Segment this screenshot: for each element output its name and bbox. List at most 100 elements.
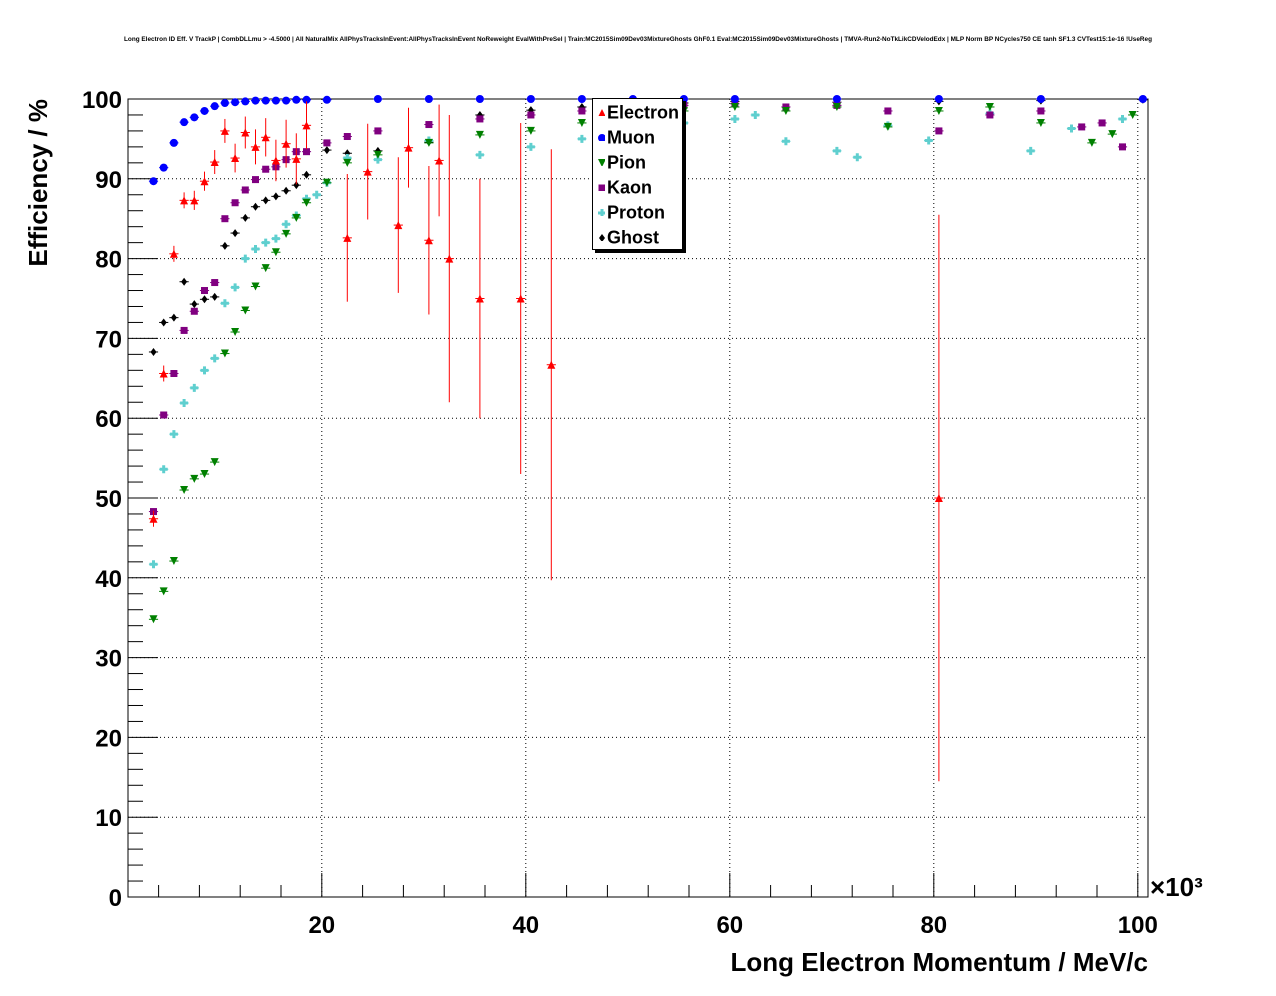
data-point [220, 299, 229, 308]
data-point [832, 102, 841, 111]
data-point [577, 95, 586, 103]
legend-marker-shape [599, 234, 605, 242]
y-tick-label: 80 [95, 247, 122, 274]
data-point [262, 165, 270, 173]
legend-item-muon: Muon [597, 124, 655, 148]
data-point [231, 283, 240, 292]
data-point [343, 154, 352, 163]
x-tick-label: 100 [1118, 912, 1158, 939]
data-point [169, 249, 178, 258]
data-point [374, 127, 382, 135]
data-point [1119, 143, 1126, 151]
x-tick-label: 40 [512, 912, 539, 939]
legend-marker [598, 184, 605, 192]
y-tick-label: 100 [82, 87, 122, 114]
data-point [292, 213, 301, 222]
data-point [261, 133, 270, 142]
data-point [149, 615, 158, 624]
data-point [271, 234, 280, 243]
data-point [149, 514, 158, 523]
data-point [1067, 124, 1076, 133]
data-point [190, 113, 199, 122]
data-point [160, 318, 167, 327]
data-point [271, 96, 280, 105]
data-point [1026, 146, 1035, 155]
axis-ticks [128, 98, 1139, 898]
data-point [180, 486, 189, 495]
data-point [181, 277, 188, 286]
y-tick-label: 50 [95, 486, 122, 513]
data-point [302, 95, 311, 104]
data-point [180, 118, 189, 127]
data-point [190, 383, 199, 392]
data-point [180, 326, 188, 334]
data-point [1098, 119, 1106, 127]
data-point [159, 465, 168, 474]
data-point [241, 128, 250, 137]
x-axis-multiplier: ×10³ [1150, 872, 1203, 902]
data-point [680, 101, 688, 109]
data-point [425, 121, 433, 129]
data-point [475, 95, 484, 103]
data-point [282, 229, 291, 238]
data-point [1037, 107, 1045, 115]
data-point [200, 106, 209, 115]
data-point [1118, 114, 1127, 123]
data-point [934, 494, 943, 502]
x-tick-label: 80 [920, 912, 947, 939]
legend-label: Muon [607, 127, 655, 148]
data-point [475, 294, 484, 303]
y-tick-label: 40 [95, 566, 122, 593]
data-point [303, 148, 310, 156]
data-point [526, 142, 535, 151]
x-axis-title: Long Electron Momentum / MeV/c [731, 947, 1148, 977]
data-point [986, 111, 994, 119]
data-point [781, 106, 790, 115]
data-point [292, 95, 301, 104]
data-point [323, 146, 330, 155]
data-point [210, 102, 219, 111]
data-point [210, 458, 219, 467]
legend-label: Kaon [607, 177, 652, 198]
data-point [475, 150, 484, 159]
data-point [251, 245, 260, 254]
data-point [220, 126, 229, 135]
y-tick-label: 70 [95, 326, 122, 353]
data-point [220, 98, 229, 107]
data-point [201, 295, 208, 304]
data-point [424, 95, 433, 103]
data-point [200, 470, 209, 479]
data-point [323, 139, 331, 147]
data-point [934, 95, 943, 103]
data-point [221, 241, 228, 250]
y-tick-label: 10 [95, 805, 122, 832]
legend-marker [598, 134, 605, 142]
data-point [231, 154, 240, 163]
data-point [924, 136, 933, 145]
data-point [261, 238, 270, 247]
data-point [190, 474, 199, 483]
data-point [730, 102, 739, 111]
data-point [272, 192, 279, 201]
data-point [241, 97, 250, 106]
legend-item-pion: Pion [597, 149, 646, 173]
data-point [679, 118, 688, 127]
data-point [252, 176, 259, 184]
data-point [262, 196, 269, 205]
data-point [1087, 138, 1096, 147]
legend-item-kaon: Kaon [597, 174, 652, 198]
legend-marker-shape [598, 159, 605, 167]
data-point [210, 354, 219, 363]
data-point [730, 95, 739, 103]
data-point [191, 300, 198, 309]
x-tick-label: 20 [308, 912, 335, 939]
data-point [160, 411, 168, 419]
data-point [516, 294, 525, 303]
legend-item-ghost: Ghost [597, 224, 659, 248]
data-point [231, 98, 240, 107]
legend-marker-shape [598, 209, 605, 217]
data-point [282, 220, 291, 229]
data-point [200, 366, 209, 375]
data-point [526, 126, 535, 135]
